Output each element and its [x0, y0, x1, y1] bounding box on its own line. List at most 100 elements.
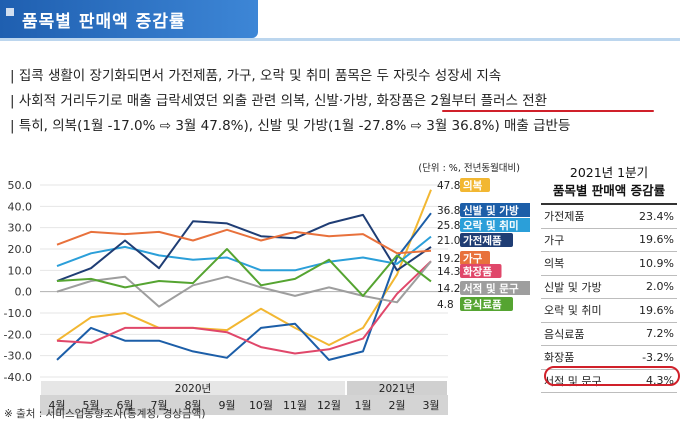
- legend-tag: [460, 297, 513, 311]
- series-line: [56, 212, 432, 361]
- series-line: [56, 213, 432, 282]
- end-value-label: 36.8: [437, 205, 460, 217]
- legend-tag: [460, 178, 490, 192]
- highlight-ring: [544, 366, 680, 386]
- x-tick-label: 1월: [354, 399, 371, 412]
- x-tick-label: 6월: [116, 399, 133, 412]
- table-row-value: 23.4%: [623, 203, 677, 229]
- y-axis: 50.0 40.0 30.0 20.0 10.0 0.0 -10.0 -20.0 -30.0 -4…: [4, 179, 32, 384]
- x-tick-label: 3월: [422, 399, 439, 412]
- x-tick-label: 11월: [283, 399, 307, 412]
- legend-tag: [460, 233, 513, 247]
- table-row-label: 음식료품: [541, 322, 624, 346]
- legend-label: 오락 및 취미: [463, 219, 519, 232]
- side-title: 2021년 1분기 품목별 판매액 증감률: [541, 164, 677, 200]
- side-title-line1: 2021년 1분기: [569, 165, 649, 180]
- table-row-label: 신발 및 가방: [541, 275, 624, 299]
- legend-tag: [460, 281, 548, 295]
- table-row-value: 7.2%: [623, 322, 677, 346]
- table-row-label: 화장품: [541, 345, 624, 370]
- end-value-label: 14.3: [437, 266, 460, 278]
- month-band: [40, 395, 448, 415]
- series-line: [56, 260, 432, 355]
- table-row-label: 의복: [541, 251, 624, 276]
- x-tick-label: 8월: [184, 399, 201, 412]
- y-tick-label: 40.0: [8, 200, 33, 213]
- end-value-label: 25.8: [437, 220, 460, 232]
- x-tick-label: 2월: [388, 399, 405, 412]
- table-row-value: 10.9%: [623, 251, 677, 276]
- unit-label: (단위 : %, 전년동월대비): [418, 162, 520, 174]
- year-band: [347, 381, 447, 395]
- legend-label: 신발 및 가방: [463, 204, 519, 217]
- series-line: [56, 189, 432, 346]
- highlight-underline: [442, 110, 654, 112]
- series-line: [56, 235, 432, 272]
- year-label: 2021년: [379, 383, 415, 395]
- series-line: [56, 260, 432, 308]
- table-row: 의복 10.9%: [541, 251, 677, 276]
- table-row-label: 가구: [541, 228, 624, 252]
- x-tick-label: 7월: [150, 399, 167, 412]
- end-value-label: 47.8: [437, 180, 460, 192]
- end-value-label: 19.2: [437, 253, 460, 265]
- y-tick-label: 20.0: [8, 243, 33, 256]
- x-tick-label: 9월: [218, 399, 235, 412]
- chart-svg: 50.0 40.0 30.0 20.0 10.0 0.0 -10.0 -20.0 -30.0 -4…: [4, 162, 548, 415]
- table-row-value: -3.2%: [623, 345, 677, 370]
- legend-label: 음식료품: [463, 298, 502, 311]
- table-row: 가구 19.6%: [541, 228, 677, 252]
- legend-tag: [460, 251, 490, 265]
- x-tick-label: 4월: [48, 399, 65, 412]
- y-tick-label: -40.0: [4, 371, 32, 384]
- side-summary: 2021년 1분기 품목별 판매액 증감률 가전제품 23.4% 가구 19.6% 의복…: [541, 164, 677, 393]
- summary-bullets: | 집콕 생활이 장기화되면서 가전제품, 가구, 오락 및 취미 품목은 두 …: [10, 64, 675, 139]
- y-tick-label: 0.0: [15, 286, 33, 299]
- table-row-value: 4.3%: [623, 369, 677, 393]
- title-rule: [0, 38, 680, 41]
- source-note: ※ 출처 : 서비스업동향조사(통계청, 경상금액): [4, 408, 206, 420]
- year-band: [41, 381, 345, 395]
- legend-tag: [460, 218, 548, 232]
- table-row-value: 19.6%: [623, 228, 677, 252]
- bullet-line-1: | 집콕 생활이 장기화되면서 가전제품, 가구, 오락 및 취미 품목은 두 …: [10, 68, 502, 84]
- table-row-value: 19.6%: [623, 298, 677, 323]
- bullet-line-3: | 특히, 의복(1월 -17.0% ⇨ 3월 47.8%), 신발 및 가방(…: [10, 118, 571, 134]
- series-line: [56, 228, 432, 255]
- legend-tag: [460, 203, 548, 217]
- y-tick-label: -30.0: [4, 350, 32, 363]
- table-row-value: 2.0%: [623, 275, 677, 299]
- legend-tag: [460, 264, 502, 278]
- chart-grid: [40, 184, 448, 378]
- x-tick-label: 5월: [82, 399, 99, 412]
- table-row: 신발 및 가방 2.0%: [541, 275, 677, 299]
- year-label: 2020년: [175, 383, 211, 395]
- series-line: [56, 248, 432, 297]
- legend-label: 가전제품: [463, 234, 502, 247]
- end-value-label: 4.8: [437, 299, 454, 311]
- line-chart: 50.0 40.0 30.0 20.0 10.0 0.0 -10.0 -20.0 -30.0 -4…: [0, 155, 548, 420]
- side-table: 가전제품 23.4% 가구 19.6% 의복 10.9% 신발 및 가방 2.0% 오락 및 취…: [541, 203, 677, 393]
- chart-lines: [56, 189, 432, 361]
- table-row: 화장품 -3.2%: [541, 345, 677, 370]
- y-tick-label: 10.0: [8, 264, 33, 277]
- x-tick-label: 10월: [249, 399, 273, 412]
- x-axis: 2020년 2021년 4월 5월 6월 7월 8월 9월 10월 11월 12월 1월 2월 3월: [40, 381, 448, 415]
- bullet-line-2: | 사회적 거리두기로 매출 급락세였던 외출 관련 의복, 신발·가방, 화장…: [10, 93, 548, 109]
- table-row-label: 오락 및 취미: [541, 298, 624, 323]
- table-row: 음식료품 7.2%: [541, 322, 677, 346]
- y-tick-label: -10.0: [4, 307, 32, 320]
- x-tick-label: 12월: [317, 399, 341, 412]
- side-title-line2: 품목별 판매액 증감률: [552, 183, 666, 198]
- page-title: 품목별 판매액 증감률: [22, 12, 186, 32]
- title-square-icon: [6, 8, 14, 16]
- table-row-label: 가전제품: [541, 203, 624, 229]
- end-value-label: 21.0: [437, 235, 460, 247]
- legend-label: 서적 및 문구: [463, 282, 519, 295]
- table-row: 오락 및 취미 19.6%: [541, 298, 677, 323]
- legend-label: 가구: [463, 252, 483, 265]
- title-bar: 품목별 판매액 증감률: [0, 0, 258, 38]
- y-tick-label: 50.0: [8, 179, 33, 192]
- y-tick-label: -20.0: [4, 328, 32, 341]
